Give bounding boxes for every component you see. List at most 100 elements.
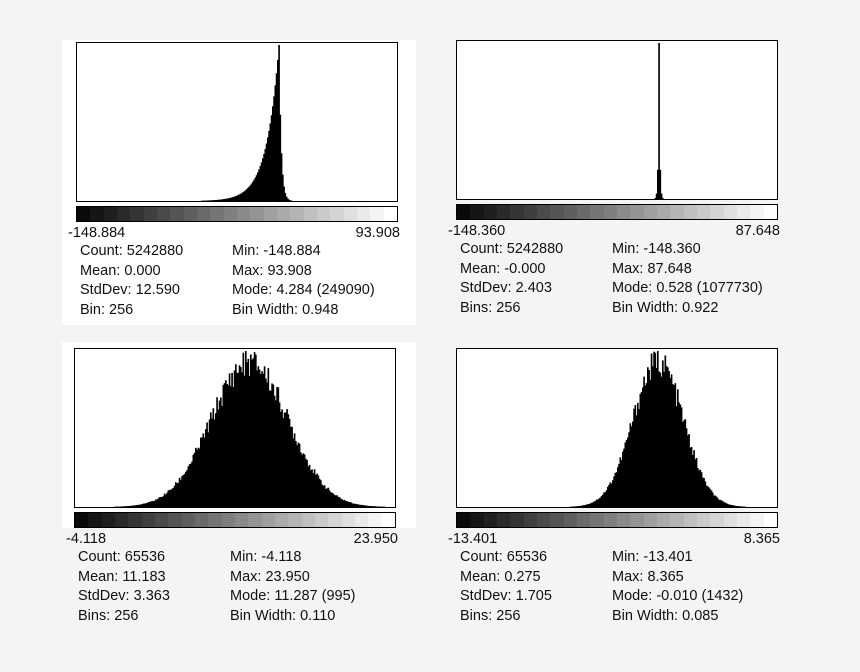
histogram-panel-1: -148.884 93.908 Count: 5242880 Mean: 0.0…	[68, 42, 400, 320]
histogram-bar	[138, 504, 141, 507]
histogram-bar	[163, 493, 166, 507]
histogram-bars-3	[113, 351, 386, 507]
histogram-bar	[220, 199, 223, 201]
histogram-bar	[265, 143, 268, 201]
histogram-bar	[203, 437, 206, 507]
histogram-bar	[735, 506, 738, 507]
histogram-bar	[584, 505, 587, 507]
histogram-bar	[257, 366, 260, 507]
lut-band	[696, 513, 711, 527]
histogram-bar	[239, 193, 242, 201]
lut-band	[114, 513, 129, 527]
lut-band	[341, 513, 355, 527]
histogram-bar	[704, 481, 707, 507]
lut-band	[301, 513, 315, 527]
histogram-bar	[667, 367, 669, 507]
histogram-bar	[270, 115, 273, 201]
histogram-bar	[210, 200, 213, 201]
lut-gradient-bar-1	[76, 206, 398, 222]
histogram-bar	[705, 485, 708, 507]
histogram-bar	[233, 370, 236, 507]
histogram-bar	[202, 433, 205, 507]
stat-mean: Mean: 0.275	[460, 568, 541, 585]
histogram-bar	[284, 192, 287, 201]
histogram-bar	[599, 497, 602, 507]
lut-band	[696, 205, 711, 219]
histogram-bar	[191, 461, 193, 507]
histogram-bar	[692, 455, 694, 507]
lut-gradient-bar-2	[456, 204, 778, 220]
histogram-bar	[585, 504, 588, 507]
histogram-bar	[323, 485, 326, 507]
histogram-bar	[295, 440, 297, 507]
lut-band	[630, 205, 644, 219]
lut-band	[643, 513, 657, 527]
stat-bin-width: Bin Width: 0.110	[230, 607, 336, 624]
histogram-bar	[649, 379, 652, 507]
lut-band	[616, 513, 631, 527]
histogram-bar	[258, 369, 261, 507]
lut-band	[457, 513, 471, 527]
range-labels-2: -148.360 87.648	[448, 220, 780, 240]
histogram-bar	[342, 500, 345, 507]
histogram-bar	[208, 419, 211, 507]
lut-band	[141, 513, 155, 527]
histogram-bar	[658, 371, 660, 507]
histogram-bar	[281, 409, 283, 507]
histogram-bar	[240, 193, 243, 201]
histogram-bar	[178, 477, 181, 507]
histogram-bar	[228, 198, 230, 201]
histogram-bar	[162, 496, 165, 507]
histogram-bar	[675, 406, 678, 507]
stat-count: Count: 5242880	[80, 243, 184, 259]
lut-band	[288, 513, 302, 527]
range-min-label: -4.118	[66, 531, 107, 547]
range-max-label: 23.950	[353, 531, 398, 547]
histogram-bar	[707, 486, 709, 507]
lut-band	[523, 205, 537, 219]
stat-count: Count: 5242880	[460, 241, 564, 257]
histogram-bar	[580, 505, 583, 507]
histogram-bar	[173, 485, 176, 507]
histogram-bar	[262, 158, 264, 201]
histogram-bar	[659, 372, 662, 507]
stat-stddev: StdDev: 3.363	[78, 588, 170, 604]
histogram-bar	[683, 420, 685, 507]
histogram-bar	[248, 186, 250, 201]
histogram-bar	[226, 384, 228, 507]
histogram-bar	[647, 367, 649, 507]
histogram-bar	[657, 169, 659, 199]
stat-min: Min: -4.118	[230, 549, 302, 565]
histogram-bar	[307, 466, 310, 507]
histogram-bar	[214, 200, 217, 201]
histogram-bar	[617, 467, 619, 507]
histogram-bar	[195, 447, 197, 507]
lut-band	[576, 205, 591, 219]
histogram-bar	[168, 489, 171, 507]
histogram-bar	[141, 504, 143, 507]
histogram-bar	[317, 475, 320, 507]
histogram-bar	[165, 494, 167, 507]
histogram-bar	[592, 502, 594, 507]
histogram-bar	[624, 442, 627, 507]
range-min-label: -13.401	[448, 531, 498, 547]
histogram-bar	[669, 377, 672, 507]
histogram-bar	[282, 418, 285, 507]
histogram-bar	[193, 452, 196, 507]
histogram-bar	[713, 495, 715, 507]
lut-band	[248, 513, 262, 527]
histogram-bar	[242, 192, 244, 201]
lut-band	[234, 513, 249, 527]
histogram-bar	[730, 505, 733, 507]
histogram-bar	[583, 505, 585, 507]
histogram-bar	[210, 412, 212, 507]
histogram-bar	[223, 383, 226, 507]
lut-band	[223, 207, 237, 221]
histogram-bar	[708, 487, 710, 507]
histogram-bar	[181, 476, 183, 507]
histogram-bar	[125, 506, 127, 507]
lut-band	[603, 513, 617, 527]
lut-band	[510, 513, 524, 527]
histogram-bars-1	[200, 45, 293, 201]
histogram-bar	[292, 438, 295, 507]
